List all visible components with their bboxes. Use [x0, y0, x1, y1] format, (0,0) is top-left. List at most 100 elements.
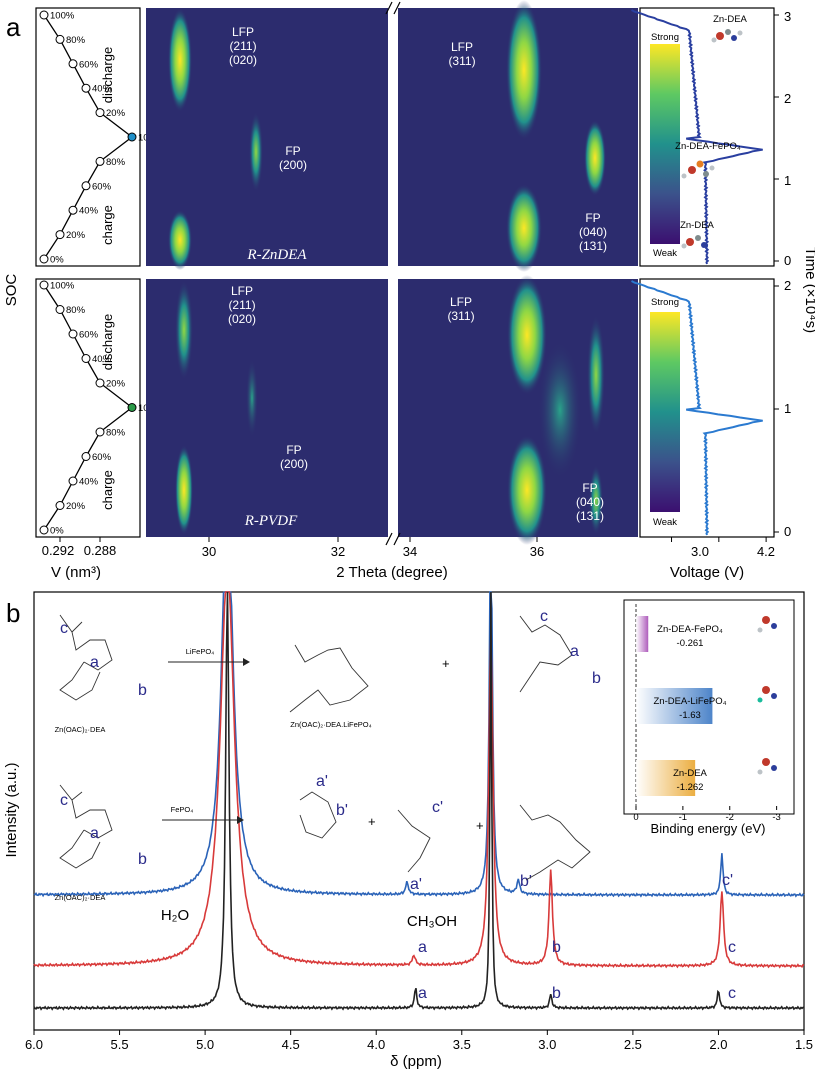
colorbar-top — [650, 44, 680, 244]
soc-point — [95, 156, 105, 166]
soc-point — [81, 83, 91, 93]
soc-label: 20% — [106, 108, 126, 119]
top-fp-right-1: FP — [585, 211, 600, 225]
inset-bar — [636, 760, 696, 796]
bottom-lfp-right-2: (311) — [447, 309, 474, 323]
bottom-lfp-left-1: LFP — [231, 284, 253, 298]
colorbar-bottom-weak: Weak — [653, 517, 677, 528]
soc-label: 20% — [106, 379, 126, 390]
time-top-3: 3 — [784, 9, 791, 24]
volume-axis-label: V (nm³) — [51, 564, 101, 581]
time-top-1: 1 — [784, 173, 791, 188]
soc-label: 0% — [50, 255, 64, 266]
soc-axis-label: SOC — [3, 274, 20, 307]
soc-point — [95, 108, 105, 118]
soc-point — [68, 329, 78, 339]
soc-point — [39, 525, 49, 535]
soc-label: 100% — [50, 11, 75, 22]
peak-a-red: a — [418, 939, 427, 956]
soc-label: 60% — [92, 452, 112, 463]
scheme-b-bottom: b — [138, 851, 147, 868]
tt-tick-label-32: 32 — [331, 544, 345, 559]
scheme-arrow-1-head — [243, 658, 250, 666]
soc-label: 60% — [92, 181, 112, 192]
top-sample-label: R-ZnDEA — [246, 247, 307, 263]
scheme-b-top: b — [138, 682, 147, 699]
bottom-fp-left-2: (200) — [280, 457, 308, 471]
soc-top-curve: 100%80%60%40%20%100%80%60%40%20%0% — [39, 10, 163, 266]
soc-label: 40% — [79, 477, 99, 488]
colorbar-bottom — [650, 312, 680, 512]
inset-xlabel: Binding energy (eV) — [651, 821, 766, 836]
peak-a-black: a — [418, 985, 427, 1002]
time-bottom-0: 0 — [784, 524, 791, 539]
inset-tick-label: -2 — [726, 812, 734, 823]
soc-point — [81, 354, 91, 363]
time-bottom-2: 2 — [784, 278, 791, 293]
nmr-x-tick-label: 6.0 — [25, 1037, 43, 1052]
time-bottom-1: 1 — [784, 401, 791, 416]
panel-a-letter: a — [6, 12, 21, 42]
vol-tick-label-2: 0.288 — [84, 543, 117, 558]
time-axis-label: Time (×10⁴s) — [802, 247, 815, 333]
two-theta-axis-label: 2 Theta (degree) — [336, 564, 447, 581]
bottom-fp-right-3: (131) — [576, 509, 604, 523]
heatmap-top-features — [168, 0, 606, 272]
soc-point — [81, 181, 91, 191]
soc-bottom-charge: charge — [100, 470, 115, 510]
voltage-top-curve — [631, 9, 763, 265]
top-lfp-left-3: (020) — [229, 53, 257, 67]
peak-a-prime: a' — [410, 876, 422, 893]
inset-bar — [636, 688, 713, 724]
nmr-x-ticks: 6.0 5.5 5.0 4.5 4.0 3.5 3.0 2.5 2.0 1.5 — [25, 1030, 813, 1052]
mol-mid-icon — [681, 160, 715, 179]
inset-mol-icons — [757, 616, 777, 775]
nmr-x-tick-label: 4.5 — [282, 1037, 300, 1052]
nmr-x-tick-label: 3.0 — [538, 1037, 556, 1052]
tt-tick-label-34: 34 — [403, 544, 417, 559]
peak-c-prime: c' — [722, 872, 733, 889]
peak-b-black: b — [552, 985, 561, 1002]
soc-point — [127, 403, 137, 412]
ch3oh-label: CH₃OH — [407, 913, 457, 930]
peak-b-prime: b' — [520, 873, 532, 890]
mol-bottom-icon — [681, 235, 707, 249]
soc-point — [39, 10, 49, 20]
soc-label: 20% — [66, 230, 86, 241]
top-lfp-left-1: LFP — [232, 25, 254, 39]
top-fp-right-2: (040) — [579, 225, 607, 239]
inset-tick-label: -3 — [772, 812, 780, 823]
nmr-x-tick-label: 1.5 — [795, 1037, 813, 1052]
soc-top-box — [35, 7, 141, 267]
scheme-a-top: a — [90, 654, 99, 671]
bottom-lfp-right-1: LFP — [450, 295, 472, 309]
soc-point — [127, 132, 137, 142]
mol-bottom-label: Zn-DEA — [680, 220, 714, 231]
colorbar-top-weak: Weak — [653, 248, 677, 259]
nmr-x-tick-label: 3.5 — [453, 1037, 471, 1052]
scheme-c-prime: c' — [432, 799, 443, 816]
soc-label: 80% — [106, 157, 126, 168]
scheme-b-right: b — [592, 670, 601, 687]
top-lfp-left-2: (211) — [229, 39, 256, 53]
mol-mid-label: Zn-DEA-FePO₄ — [675, 141, 741, 152]
soc-label: 60% — [79, 59, 99, 70]
soc-point — [39, 254, 49, 264]
inset-bar-name: Zn-DEA-LiFePO₄ — [653, 696, 726, 707]
nmr-y-label: Intensity (a.u.) — [3, 762, 20, 857]
voltage-tick-3.0: 3.0 — [691, 544, 709, 559]
voltage-ticks — [671, 537, 767, 542]
peak-b-red: b — [552, 939, 561, 956]
soc-bottom-box — [35, 278, 141, 538]
inset-bar-value: -1.63 — [679, 710, 701, 721]
nmr-x-tick-label: 2.0 — [709, 1037, 727, 1052]
inset-bar — [636, 616, 649, 652]
soc-point — [95, 427, 105, 437]
reagent2-label: FePO₄ — [171, 805, 194, 814]
inset-bar-name: Zn-DEA — [673, 768, 707, 779]
inset-bars: Zn-DEA-FePO₄ -0.261 Zn-DEA-LiFePO₄ -1.63 Zn-… — [636, 616, 727, 796]
voltage-tick-4.2: 4.2 — [757, 544, 775, 559]
nmr-x-tick-label: 5.0 — [196, 1037, 214, 1052]
soc-label: 40% — [92, 354, 112, 365]
nmr-spectrum-black — [33, 591, 805, 1011]
